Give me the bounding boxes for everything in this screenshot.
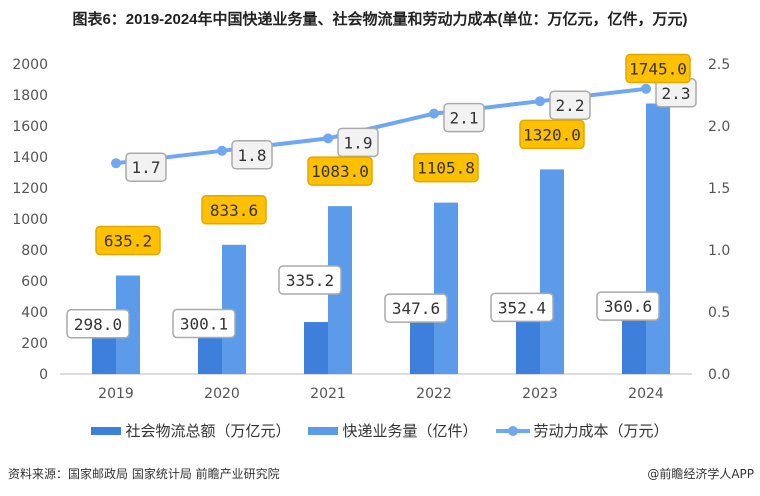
- bar-logistics: [304, 322, 328, 374]
- logistics-data-label: 360.6: [604, 297, 652, 316]
- logistics-data-label: 335.2: [286, 271, 334, 290]
- bar-express: [540, 169, 564, 374]
- line-data-label: 1.7: [132, 158, 161, 177]
- express-data-label: 1105.8: [417, 159, 475, 178]
- express-data-label: 833.6: [210, 201, 258, 220]
- legend-label: 快递业务量（亿件）: [342, 422, 478, 440]
- legend-item-express: 快递业务量（亿件）: [308, 420, 478, 441]
- line-point: [429, 108, 439, 119]
- brand-credit: @前瞻经济学人APP: [647, 467, 754, 481]
- right-tick-label: 2.5: [708, 57, 730, 73]
- left-tick-label: 1600: [12, 119, 48, 135]
- bar-logistics: [516, 319, 540, 374]
- line-data-label-box: [443, 102, 485, 133]
- right-tick-label: 1.0: [708, 243, 730, 259]
- right-tick-label: 0.0: [708, 367, 730, 383]
- left-tick-label: 600: [21, 274, 48, 290]
- line-point: [641, 83, 651, 94]
- line-data-label: 1.8: [238, 146, 267, 165]
- right-tick-label: 1.5: [708, 181, 730, 197]
- bar-logistics: [622, 318, 646, 374]
- legend-item-logistics: 社会物流总额（万亿元）: [91, 420, 290, 441]
- line-data-label: 2.1: [450, 109, 479, 128]
- express-data-label-box: [625, 53, 691, 84]
- logistics-data-label: 347.6: [392, 299, 440, 318]
- left-tick-label: 0: [39, 367, 48, 383]
- line-point: [323, 133, 333, 144]
- line-data-label-box: [231, 140, 273, 170]
- express-data-label: 1745.0: [629, 60, 687, 79]
- legend-label: 社会物流总额（万亿元）: [125, 422, 291, 440]
- line-data-label: 1.9: [344, 133, 373, 152]
- bar-logistics: [410, 320, 434, 374]
- legend-swatch: [91, 426, 122, 435]
- left-tick-label: 200: [21, 336, 48, 352]
- line-point: [111, 158, 121, 169]
- left-tick-label: 1000: [12, 212, 48, 228]
- left-tick-label: 400: [21, 305, 48, 321]
- logistics-data-label-box: [596, 291, 660, 321]
- x-tick-label: 2020: [204, 386, 240, 402]
- logistics-data-label-box: [384, 293, 448, 323]
- x-tick-label: 2024: [628, 386, 664, 402]
- logistics-data-label: 298.0: [74, 315, 122, 334]
- x-tick-label: 2021: [310, 386, 346, 402]
- left-tick-label: 1800: [12, 88, 48, 104]
- logistics-data-label-box: [66, 309, 130, 339]
- logistics-data-label-box: [278, 265, 342, 295]
- logistics-data-label-box: [490, 292, 554, 323]
- bar-express: [646, 103, 670, 375]
- left-tick-label: 1400: [12, 150, 48, 166]
- left-tick-label: 2000: [12, 57, 48, 73]
- legend-swatch: [308, 426, 339, 435]
- logistics-data-label-box: [172, 308, 236, 339]
- chart-title: 图表6：2019-2024年中国快递业务量、社会物流量和劳动力成本(单位：万亿元…: [72, 11, 688, 28]
- express-data-label: 1083.0: [311, 162, 369, 181]
- line-data-label-box: [549, 90, 591, 120]
- express-data-label-box: [413, 152, 479, 183]
- bar-express: [434, 202, 458, 374]
- legend: 社会物流总额（万亿元） 快递业务量（亿件） 劳动力成本（万元）: [0, 420, 760, 441]
- legend-label: 劳动力成本（万元）: [533, 422, 669, 440]
- left-tick-label: 1200: [12, 181, 48, 197]
- logistics-data-label: 352.4: [498, 298, 546, 317]
- logistics-data-label: 300.1: [180, 314, 228, 333]
- source-note: 资料来源：国家邮政局 国家统计局 前瞻产业研究院: [8, 467, 280, 481]
- express-data-label: 1320.0: [523, 125, 581, 144]
- express-data-label: 635.2: [104, 232, 152, 251]
- right-tick-label: 0.5: [708, 305, 730, 321]
- express-data-label-box: [519, 119, 585, 150]
- left-tick-label: 800: [21, 243, 48, 259]
- express-data-label-box: [95, 225, 161, 256]
- line-data-label-box: [125, 152, 167, 182]
- legend-line-marker: [495, 425, 530, 436]
- legend-item-labor: 劳动力成本（万元）: [495, 420, 669, 441]
- express-data-label-box: [201, 195, 267, 225]
- x-tick-label: 2023: [522, 386, 558, 402]
- line-point: [535, 96, 545, 107]
- express-data-label-box: [307, 156, 373, 186]
- x-tick-label: 2022: [416, 386, 452, 402]
- line-data-label: 2.3: [662, 84, 691, 103]
- line-point: [217, 145, 227, 156]
- right-tick-label: 2.0: [708, 119, 730, 135]
- x-tick-label: 2019: [98, 386, 134, 402]
- line-data-label: 2.2: [556, 96, 585, 115]
